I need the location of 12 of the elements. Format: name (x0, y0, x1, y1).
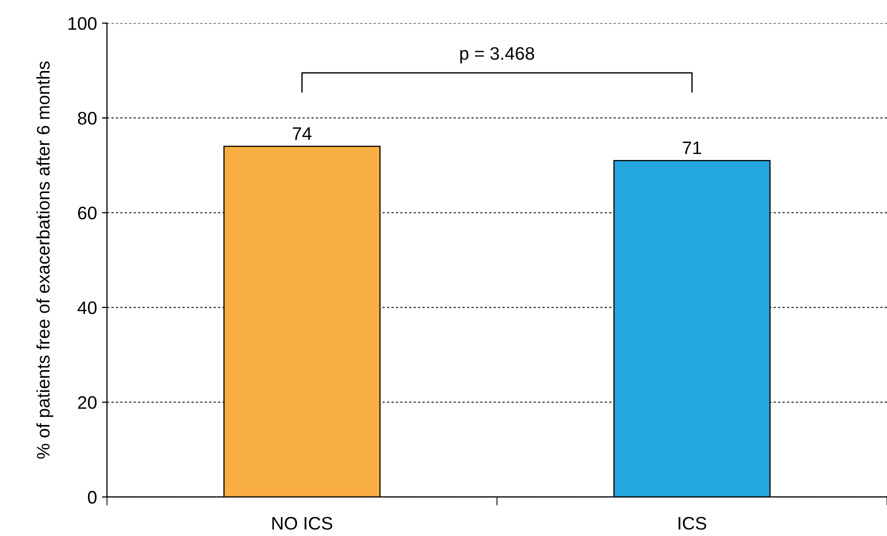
y-tick-label: 0 (88, 490, 97, 504)
data-label: 74 (292, 127, 312, 140)
y-tick-label: 60 (78, 206, 97, 220)
y-tick-label: 80 (78, 112, 97, 125)
x-tick-label: ICS (678, 516, 706, 530)
x-tick-label: NO ICS (272, 516, 332, 530)
data-label: 71 (682, 142, 702, 154)
y-axis-title: % of patients free of exacerbations after 6 months (36, 61, 54, 459)
y-tick-label: 20 (78, 396, 97, 409)
annotation: p = 3.468 (460, 47, 534, 64)
y-tick-label: 100 (68, 17, 97, 30)
y-tick-label: 40 (78, 301, 97, 314)
